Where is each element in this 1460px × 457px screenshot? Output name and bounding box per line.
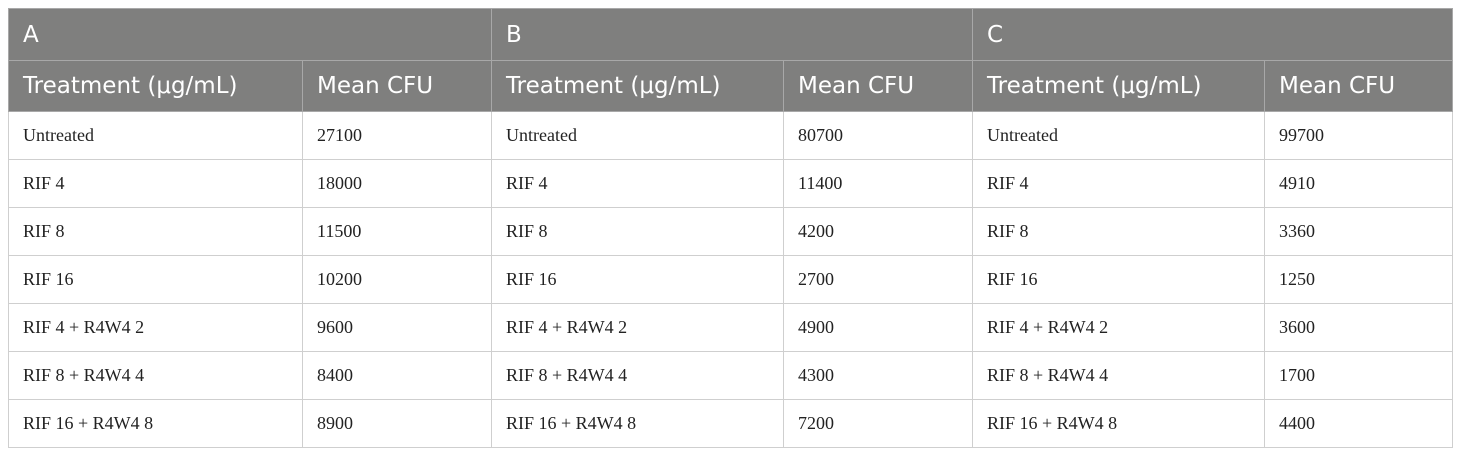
table-row: RIF 8 + R4W4 4 8400 RIF 8 + R4W4 4 4300 RIF … (8, 351, 1454, 400)
table-cell: 2700 (783, 255, 974, 304)
table-row: RIF 16 10200 RIF 16 2700 RIF 16 1250 (8, 255, 1454, 304)
table-cell: 10200 (301, 255, 493, 304)
header-row: Treatment (μg/mL) Mean CFU Treatment (μg/m… (8, 60, 1454, 112)
table-cell: RIF 8 (972, 207, 1266, 256)
table-cell: 8900 (301, 399, 493, 448)
column-header: Treatment (μg/mL) (8, 60, 303, 112)
table-cell: RIF 4 (972, 159, 1266, 208)
table-cell: 1250 (1264, 255, 1454, 304)
table-cell: 4300 (783, 351, 974, 400)
table-cell: 4900 (783, 303, 974, 352)
table-cell: RIF 4 (8, 159, 303, 208)
table-wrapper: A B C Treatment (μg/mL) Mean CFU Treatment (μ… (7, 8, 1454, 448)
table-cell: RIF 16 (972, 255, 1266, 304)
column-header: Mean CFU (783, 60, 974, 112)
table-cell: RIF 8 + R4W4 4 (8, 351, 303, 400)
table-cell: 4200 (783, 207, 974, 256)
table-cell: Untreated (8, 111, 303, 160)
table-cell: RIF 4 (491, 159, 785, 208)
table-cell: RIF 4 + R4W4 2 (491, 303, 785, 352)
group-header: B (491, 8, 974, 61)
table-cell: RIF 16 (8, 255, 303, 304)
table-row: RIF 16 + R4W4 8 8900 RIF 16 + R4W4 8 7200 RI… (8, 399, 1454, 448)
table-cell: RIF 8 + R4W4 4 (491, 351, 785, 400)
table-row: Untreated 27100 Untreated 80700 Untreated 997… (8, 111, 1454, 160)
table-cell: 18000 (301, 159, 493, 208)
group-header: A (7, 8, 493, 61)
table-cell: RIF 8 (491, 207, 785, 256)
table-row: RIF 8 11500 RIF 8 4200 RIF 8 3360 (8, 207, 1454, 256)
table-cell: 80700 (783, 111, 974, 160)
table-cell: Untreated (491, 111, 785, 160)
table-cell: 4910 (1264, 159, 1454, 208)
table-cell: 99700 (1264, 111, 1454, 160)
table-cell: RIF 16 + R4W4 8 (491, 399, 785, 448)
table-cell: 8400 (301, 351, 493, 400)
table-cell: RIF 16 + R4W4 8 (8, 399, 303, 448)
table-cell: RIF 8 + R4W4 4 (972, 351, 1266, 400)
group-header: C (972, 8, 1454, 61)
table-cell: 3600 (1264, 303, 1454, 352)
column-header: Treatment (μg/mL) (972, 60, 1266, 112)
table-cell: 4400 (1264, 399, 1454, 448)
table-cell: RIF 4 + R4W4 2 (972, 303, 1266, 352)
table-cell: 3360 (1264, 207, 1454, 256)
column-header: Mean CFU (301, 60, 493, 112)
table-cell: Untreated (972, 111, 1266, 160)
table-cell: 1700 (1264, 351, 1454, 400)
table-cell: RIF 16 + R4W4 8 (972, 399, 1266, 448)
table-cell: 7200 (783, 399, 974, 448)
data-table: A B C Treatment (μg/mL) Mean CFU Treatment (μ… (7, 8, 1454, 448)
table-cell: RIF 8 (8, 207, 303, 256)
table-cell: 9600 (301, 303, 493, 352)
table-cell: 11400 (783, 159, 974, 208)
table-row: RIF 4 18000 RIF 4 11400 RIF 4 4910 (8, 159, 1454, 208)
column-header: Mean CFU (1264, 60, 1454, 112)
table-cell: RIF 4 + R4W4 2 (8, 303, 303, 352)
table-cell: RIF 16 (491, 255, 785, 304)
table-cell: 27100 (301, 111, 493, 160)
table-row: RIF 4 + R4W4 2 9600 RIF 4 + R4W4 2 4900 RIF … (8, 303, 1454, 352)
table-cell: 11500 (301, 207, 493, 256)
column-header: Treatment (μg/mL) (491, 60, 785, 112)
